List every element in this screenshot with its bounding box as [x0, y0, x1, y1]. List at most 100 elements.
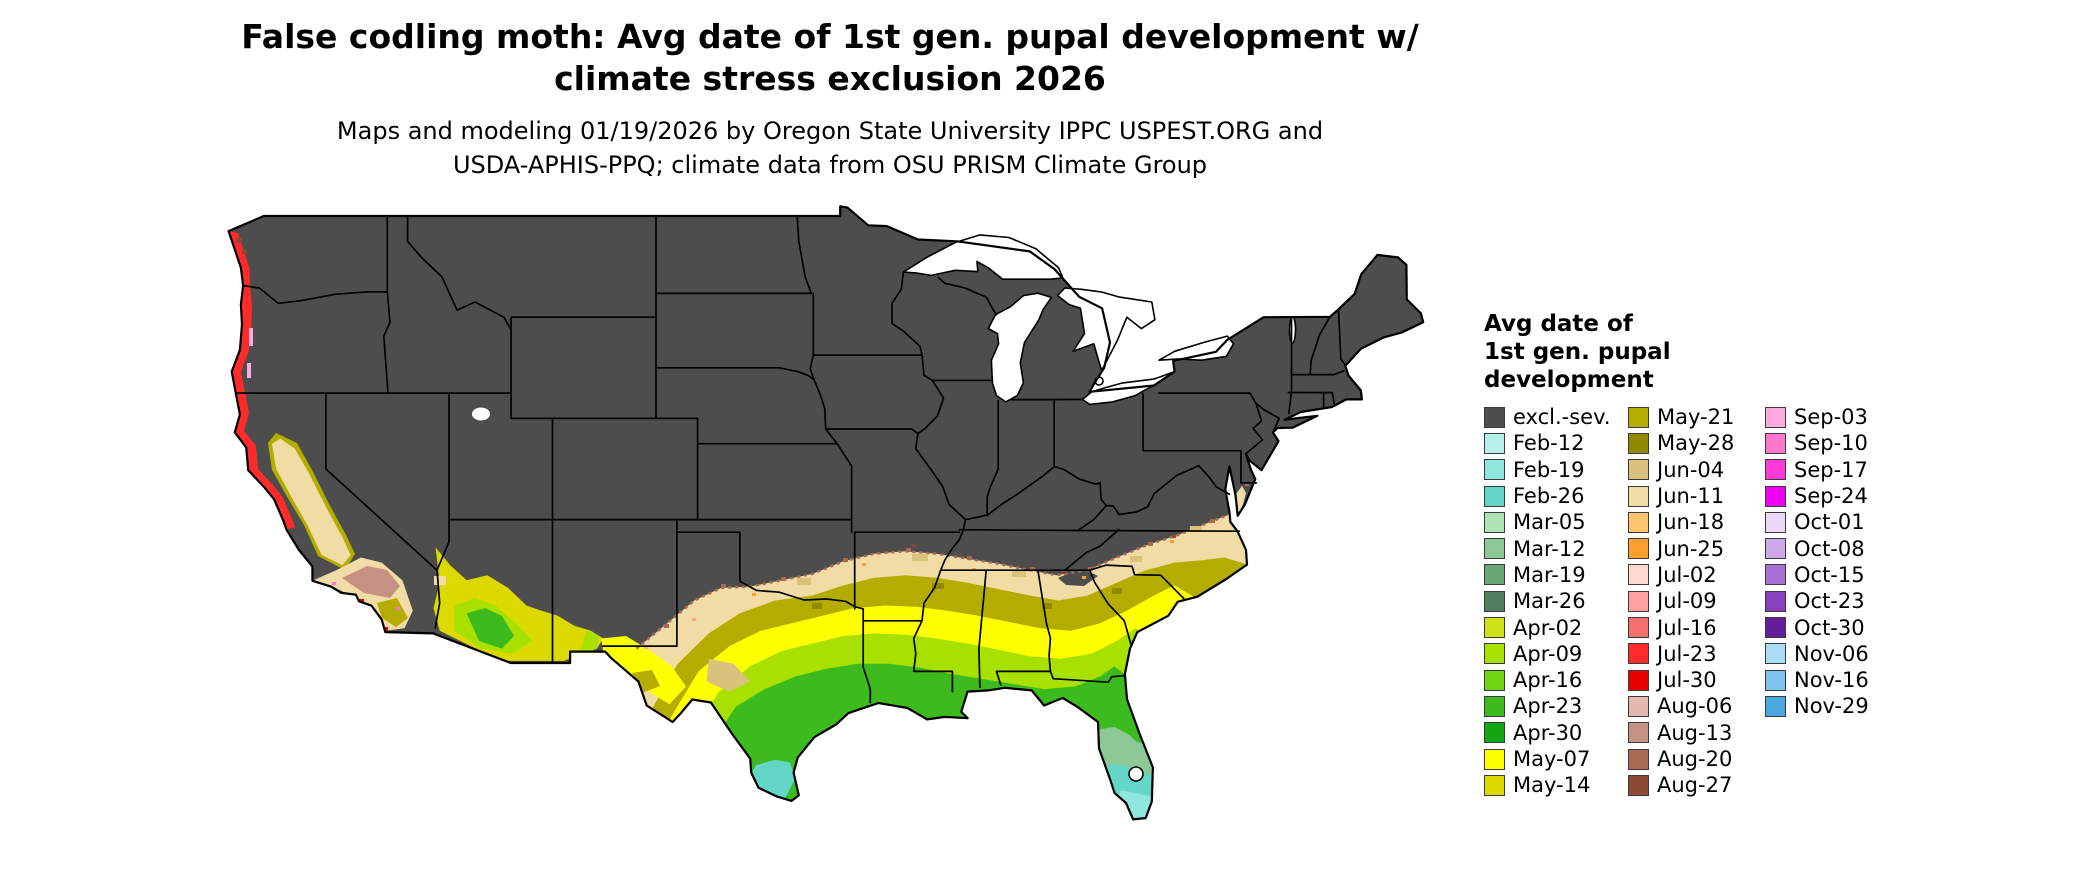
lake-ontario — [1158, 335, 1235, 361]
legend-swatch — [1765, 590, 1786, 612]
legend-label: Apr-16 — [1513, 668, 1583, 693]
legend-label: Apr-23 — [1513, 694, 1583, 719]
legend-label: Oct-01 — [1794, 510, 1865, 535]
legend-swatch — [1765, 695, 1786, 717]
legend-swatch — [1765, 643, 1786, 665]
legend-label: Nov-16 — [1794, 668, 1869, 693]
map-subtitle-line1: Maps and modeling 01/19/2026 by Oregon S… — [336, 117, 1324, 145]
legend-label: Jul-30 — [1657, 668, 1717, 693]
legend-entry: Oct-30 — [1765, 614, 1869, 640]
legend-label: May-28 — [1657, 431, 1735, 456]
legend-column-2: May-21 May-28 Jun-04 Jun-11 Jun-18 Jun-25 Jul-… — [1628, 404, 1765, 798]
map-title-line1: False codling moth: Avg date of 1st gen.… — [241, 17, 1419, 56]
legend-label: Oct-23 — [1794, 589, 1865, 614]
legend-swatch — [1628, 564, 1649, 586]
legend-swatch — [1628, 748, 1649, 770]
legend-label: Apr-30 — [1513, 720, 1583, 745]
map-region-excluded — [228, 206, 1424, 820]
legend-swatch — [1628, 432, 1649, 454]
legend-label: Apr-09 — [1513, 641, 1583, 666]
legend-label: Mar-26 — [1513, 589, 1586, 614]
legend-label: May-14 — [1513, 773, 1591, 798]
legend-label: Jun-11 — [1657, 484, 1725, 509]
legend-label: Aug-20 — [1657, 747, 1733, 771]
legend-swatch — [1628, 590, 1649, 612]
legend-swatch — [1484, 564, 1505, 586]
conus-outline — [227, 205, 1425, 821]
map-region-coast-red — [228, 231, 295, 530]
legend-swatch — [1628, 485, 1649, 507]
legend-swatch — [1628, 643, 1649, 665]
map-region-edwards-tan — [706, 658, 751, 692]
legend-swatch — [1484, 669, 1505, 691]
legend-swatch — [1484, 538, 1505, 560]
legend-swatch — [1484, 643, 1505, 665]
legend-swatch — [1484, 511, 1505, 533]
legend-entry: Jun-11 — [1628, 483, 1765, 509]
legend-entry: Oct-15 — [1765, 562, 1869, 588]
map-region-wtx-olive — [632, 670, 660, 693]
legend-label: Sep-03 — [1794, 405, 1868, 430]
lake-okeechobee — [1128, 766, 1144, 782]
legend-swatch — [1484, 406, 1505, 428]
legend-label: Jul-23 — [1657, 641, 1717, 666]
legend-label: excl.-sev. — [1513, 405, 1611, 430]
legend-swatch — [1765, 669, 1786, 691]
legend: Avg date of 1st gen. pupal development e… — [1484, 310, 1869, 798]
legend-swatch — [1765, 485, 1786, 507]
legend-entry: May-07 — [1484, 746, 1628, 772]
legend-swatch — [1628, 511, 1649, 533]
legend-entry: Feb-26 — [1484, 483, 1628, 509]
legend-entry: Sep-17 — [1765, 457, 1869, 483]
legend-label: Mar-05 — [1513, 510, 1586, 535]
map-region-az-core — [466, 608, 515, 649]
legend-entry: Feb-19 — [1484, 457, 1628, 483]
legend-label: Feb-12 — [1513, 431, 1585, 456]
legend-swatch — [1765, 406, 1786, 428]
legend-columns: excl.-sev. Feb-12 Feb-19 Feb-26 Mar-05 Mar-12… — [1484, 404, 1869, 798]
legend-entry: Apr-23 — [1484, 693, 1628, 719]
legend-swatch — [1628, 774, 1649, 796]
legend-label: Apr-02 — [1513, 615, 1583, 640]
legend-label: Feb-19 — [1513, 457, 1585, 482]
legend-entry: Jul-16 — [1628, 614, 1765, 640]
legend-title-line3: development — [1484, 367, 1654, 393]
map-region-valley-tan — [272, 438, 351, 566]
legend-label: Sep-24 — [1794, 484, 1868, 509]
legend-swatch — [1628, 406, 1649, 428]
legend-label: May-07 — [1513, 747, 1591, 771]
legend-entry: Oct-01 — [1765, 509, 1869, 535]
legend-entry: Jul-02 — [1628, 562, 1765, 588]
header: False codling moth: Avg date of 1st gen.… — [130, 16, 1530, 182]
legend-title-line1: Avg date of — [1484, 311, 1633, 337]
legend-entry: Apr-09 — [1484, 641, 1628, 667]
legend-entry: Jul-30 — [1628, 667, 1765, 693]
map-region-nm-green — [578, 630, 600, 657]
legend-entry: Nov-06 — [1765, 641, 1869, 667]
legend-label: Sep-17 — [1794, 457, 1868, 482]
legend-label: Aug-13 — [1657, 720, 1733, 745]
legend-label: Oct-08 — [1794, 536, 1865, 561]
legend-label: Sep-10 — [1794, 431, 1868, 456]
legend-label: Jun-18 — [1657, 510, 1725, 535]
map-region-colorado-river-tan — [434, 576, 446, 585]
legend-entry: May-21 — [1628, 404, 1765, 430]
legend-label: Nov-29 — [1794, 694, 1869, 719]
legend-swatch — [1484, 748, 1505, 770]
legend-swatch — [1765, 432, 1786, 454]
legend-swatch — [1628, 695, 1649, 717]
legend-entry: Oct-08 — [1765, 535, 1869, 561]
legend-label: Oct-15 — [1794, 562, 1865, 587]
map-region-socal-olive — [377, 598, 408, 627]
map-region-appalachia-gray — [1058, 571, 1098, 586]
legend-label: Aug-27 — [1657, 773, 1733, 798]
legend-entry: Jul-09 — [1628, 588, 1765, 614]
legend-entry: Nov-29 — [1765, 693, 1869, 719]
legend-swatch — [1765, 564, 1786, 586]
legend-entry: Sep-10 — [1765, 430, 1869, 456]
legend-entry: Mar-12 — [1484, 535, 1628, 561]
legend-entry: Jul-23 — [1628, 641, 1765, 667]
lake-champlain — [1288, 316, 1297, 344]
legend-label: Feb-26 — [1513, 484, 1585, 509]
